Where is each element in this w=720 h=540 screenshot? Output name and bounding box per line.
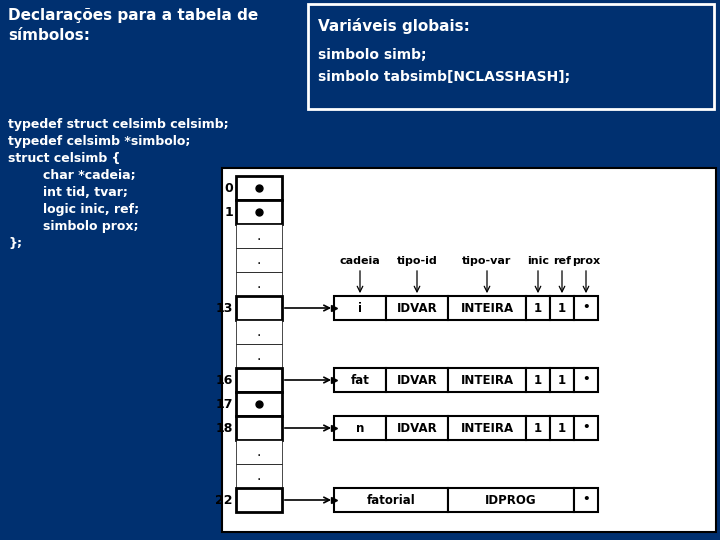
Text: 17: 17 — [215, 397, 233, 410]
Bar — [236, 296, 282, 320]
Text: •: • — [582, 301, 590, 314]
Text: .: . — [257, 277, 261, 291]
Text: 16: 16 — [215, 374, 233, 387]
Text: IDVAR: IDVAR — [397, 301, 437, 314]
Text: .: . — [257, 253, 261, 267]
Text: fatorial: fatorial — [366, 494, 415, 507]
Bar — [236, 344, 282, 368]
Bar — [236, 272, 282, 296]
Bar — [236, 488, 282, 512]
Bar — [222, 168, 716, 532]
Text: cadeia: cadeia — [340, 256, 380, 266]
Text: simbolo prox;: simbolo prox; — [8, 220, 138, 233]
Text: .: . — [257, 349, 261, 363]
Bar — [236, 392, 282, 416]
Text: };: }; — [8, 237, 22, 250]
Bar — [236, 464, 282, 488]
Text: •: • — [582, 494, 590, 507]
Text: INTEIRA: INTEIRA — [460, 301, 513, 314]
Bar — [334, 488, 448, 512]
Bar — [526, 296, 550, 320]
Bar — [334, 296, 386, 320]
Bar — [236, 368, 282, 392]
Text: .: . — [257, 469, 261, 483]
Text: 1: 1 — [534, 301, 542, 314]
Bar — [448, 296, 526, 320]
Text: INTEIRA: INTEIRA — [460, 422, 513, 435]
Bar — [236, 176, 282, 200]
Text: struct celsimb {: struct celsimb { — [8, 152, 120, 165]
Text: tipo-id: tipo-id — [397, 256, 437, 266]
Bar — [334, 416, 386, 440]
Text: INTEIRA: INTEIRA — [460, 374, 513, 387]
Bar — [236, 320, 282, 344]
Text: IDVAR: IDVAR — [397, 422, 437, 435]
Text: tipo-var: tipo-var — [462, 256, 512, 266]
Bar — [308, 4, 714, 109]
Text: 22: 22 — [215, 494, 233, 507]
Bar — [236, 224, 282, 248]
Text: 1: 1 — [558, 422, 566, 435]
Text: 1: 1 — [224, 206, 233, 219]
Text: 1: 1 — [558, 374, 566, 387]
Bar — [236, 248, 282, 272]
Text: Declarações para a tabela de
símbolos:: Declarações para a tabela de símbolos: — [8, 8, 258, 43]
Text: ref: ref — [553, 256, 571, 266]
Bar — [236, 200, 282, 224]
Text: 1: 1 — [534, 374, 542, 387]
Text: i: i — [358, 301, 362, 314]
Text: char *cadeia;: char *cadeia; — [8, 169, 135, 182]
Text: fat: fat — [351, 374, 369, 387]
Bar — [386, 416, 448, 440]
Text: typedef struct celsimb celsimb;: typedef struct celsimb celsimb; — [8, 118, 229, 131]
Text: simbolo simb;
simbolo tabsimb[NCLASSHASH];: simbolo simb; simbolo tabsimb[NCLASSHASH… — [318, 48, 570, 84]
Bar — [550, 368, 574, 392]
Bar — [574, 368, 598, 392]
Bar — [550, 296, 574, 320]
Bar — [574, 296, 598, 320]
Bar — [526, 416, 550, 440]
Text: Variáveis globais:: Variáveis globais: — [318, 18, 470, 34]
Text: 13: 13 — [215, 301, 233, 314]
Text: int tid, tvar;: int tid, tvar; — [8, 186, 128, 199]
Text: .: . — [257, 445, 261, 459]
Bar — [236, 416, 282, 440]
Text: •: • — [582, 422, 590, 435]
Text: 18: 18 — [215, 422, 233, 435]
Text: prox: prox — [572, 256, 600, 266]
Bar — [574, 488, 598, 512]
Text: typedef celsimb *simbolo;: typedef celsimb *simbolo; — [8, 135, 190, 148]
Bar — [574, 416, 598, 440]
Text: n: n — [356, 422, 364, 435]
Bar — [386, 368, 448, 392]
Bar — [550, 416, 574, 440]
Bar — [526, 368, 550, 392]
Text: 1: 1 — [558, 301, 566, 314]
Bar — [448, 368, 526, 392]
Bar — [448, 416, 526, 440]
Text: IDPROG: IDPROG — [485, 494, 537, 507]
Bar — [448, 488, 574, 512]
Text: 1: 1 — [534, 422, 542, 435]
Text: inic: inic — [527, 256, 549, 266]
Bar — [236, 440, 282, 464]
Text: •: • — [582, 374, 590, 387]
Text: .: . — [257, 325, 261, 339]
Text: .: . — [257, 229, 261, 243]
Bar — [334, 368, 386, 392]
Bar — [386, 296, 448, 320]
Text: 0: 0 — [224, 181, 233, 194]
Text: IDVAR: IDVAR — [397, 374, 437, 387]
Text: logic inic, ref;: logic inic, ref; — [8, 203, 139, 216]
